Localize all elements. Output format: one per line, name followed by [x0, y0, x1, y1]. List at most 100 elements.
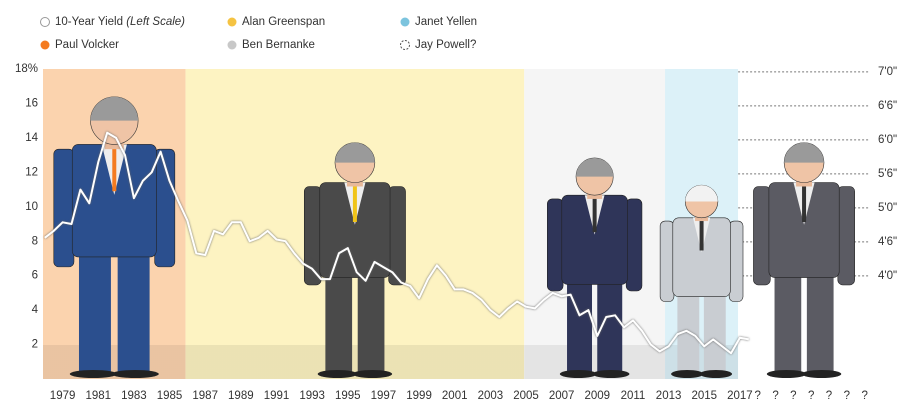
figure-shoe: [766, 370, 807, 378]
x-tick-label: ?: [826, 390, 832, 402]
legend-swatch: [400, 40, 410, 50]
x-tick-label: 2015: [691, 390, 717, 402]
y-tick-label: 8: [32, 235, 38, 247]
legend-name: Ben Bernanke: [242, 39, 315, 51]
figure-arm: [625, 198, 643, 292]
figure-hair: [784, 142, 824, 163]
legend-swatch: [40, 17, 50, 27]
figure-leg: [78, 250, 111, 373]
x-tick-label: ?: [755, 390, 761, 402]
legend-name: Paul Volcker: [55, 39, 119, 51]
legend-label: Paul Volcker: [55, 39, 119, 51]
x-tick-label: 1981: [85, 390, 111, 402]
figure-arm: [53, 148, 75, 268]
legend-name: Janet Yellen: [415, 16, 477, 28]
y-tick-label: 10: [25, 201, 38, 213]
figure-tie: [802, 184, 807, 223]
figure-shoe: [559, 370, 597, 378]
figure-leg: [806, 271, 834, 373]
figure-arm: [659, 220, 675, 302]
x-tick-label: 1999: [406, 390, 432, 402]
y2-tick-label: 7'0": [878, 66, 897, 78]
y2-tick-label: 6'6": [878, 100, 897, 112]
x-tick-label: 1991: [264, 390, 290, 402]
x-tick-label: 2005: [513, 390, 539, 402]
figure-shoe: [352, 370, 393, 378]
y2-tick-label: 5'6": [878, 168, 897, 180]
figure-arm: [388, 186, 406, 286]
x-tick-label: ?: [861, 390, 867, 402]
y-tick-label: 16: [25, 97, 38, 109]
legend-label: Jay Powell?: [415, 39, 476, 51]
y2-tick-label: 4'0": [878, 270, 897, 282]
figure-tie: [699, 219, 704, 251]
x-tick-label: ?: [772, 390, 778, 402]
figure-arm: [728, 220, 744, 302]
y-tick-label: 4: [32, 304, 39, 316]
x-tick-label: ?: [844, 390, 850, 402]
figure-hair: [576, 157, 614, 177]
figure-tie: [592, 197, 597, 233]
x-tick-label: 1983: [121, 390, 147, 402]
x-tick-label: 2013: [656, 390, 682, 402]
chair-figure: [753, 142, 855, 378]
y-tick-label: 14: [25, 132, 38, 144]
y-tick-label: 2: [32, 339, 38, 351]
x-tick-label: 1995: [335, 390, 361, 402]
figure-shoe: [671, 370, 704, 378]
figure-shoe: [592, 370, 630, 378]
legend-label: Ben Bernanke: [242, 39, 315, 51]
chair-figure: [547, 157, 643, 378]
yield-line: [44, 131, 749, 355]
x-tick-label: 2007: [549, 390, 575, 402]
legend-item: Jay Powell?: [400, 39, 476, 51]
figure-hair: [90, 96, 139, 121]
figure-hair: [334, 142, 375, 163]
y-tick-label: 18%: [15, 63, 38, 75]
x-tick-label: ?: [790, 390, 796, 402]
figure-arm: [837, 186, 855, 286]
legend-swatch: [400, 17, 410, 27]
legend-name: Alan Greenspan: [242, 16, 325, 28]
x-tick-label: 1989: [228, 390, 254, 402]
x-tick-label: 1985: [157, 390, 183, 402]
y-tick-label: 12: [25, 166, 38, 178]
figure-leg: [774, 271, 802, 373]
figure-arm: [547, 198, 564, 292]
legend-note: (Left Scale): [126, 16, 185, 28]
figure-leg: [567, 278, 593, 373]
chair-figure: [53, 96, 176, 378]
legend-swatch: [227, 40, 237, 50]
y2-tick-label: 4'6": [878, 236, 897, 248]
legend-item: 10-Year Yield (Left Scale): [40, 16, 185, 28]
figure-leg: [117, 250, 150, 373]
figure-shoe: [111, 370, 159, 378]
legend-label: Alan Greenspan: [242, 16, 325, 28]
x-tick-label: 2003: [478, 390, 504, 402]
legend-swatch: [40, 40, 50, 50]
figure-leg: [703, 290, 726, 373]
legend-item: Janet Yellen: [400, 16, 477, 28]
figure-shoe: [317, 370, 358, 378]
x-tick-label: 1997: [371, 390, 397, 402]
x-tick-label: 2009: [585, 390, 611, 402]
figure-leg: [325, 271, 353, 373]
y-tick-label: 6: [32, 270, 38, 282]
legend-label: Janet Yellen: [415, 16, 477, 28]
legend-name: Jay Powell?: [415, 39, 476, 51]
y2-tick-label: 5'0": [878, 202, 897, 214]
x-tick-label: ?: [808, 390, 814, 402]
legend-item: Ben Bernanke: [227, 39, 315, 51]
x-tick-label: 1979: [50, 390, 76, 402]
y2-tick-label: 6'0": [878, 134, 897, 146]
figure-tie: [112, 146, 117, 192]
chair-figure: [303, 142, 406, 378]
figure-tie: [352, 184, 357, 223]
x-tick-label: 1987: [192, 390, 218, 402]
legend-item: Alan Greenspan: [227, 16, 325, 28]
legend-item: Paul Volcker: [40, 39, 119, 51]
figure-shoe: [69, 370, 117, 378]
legend-swatch: [227, 17, 237, 27]
figure-hair: [685, 185, 718, 202]
